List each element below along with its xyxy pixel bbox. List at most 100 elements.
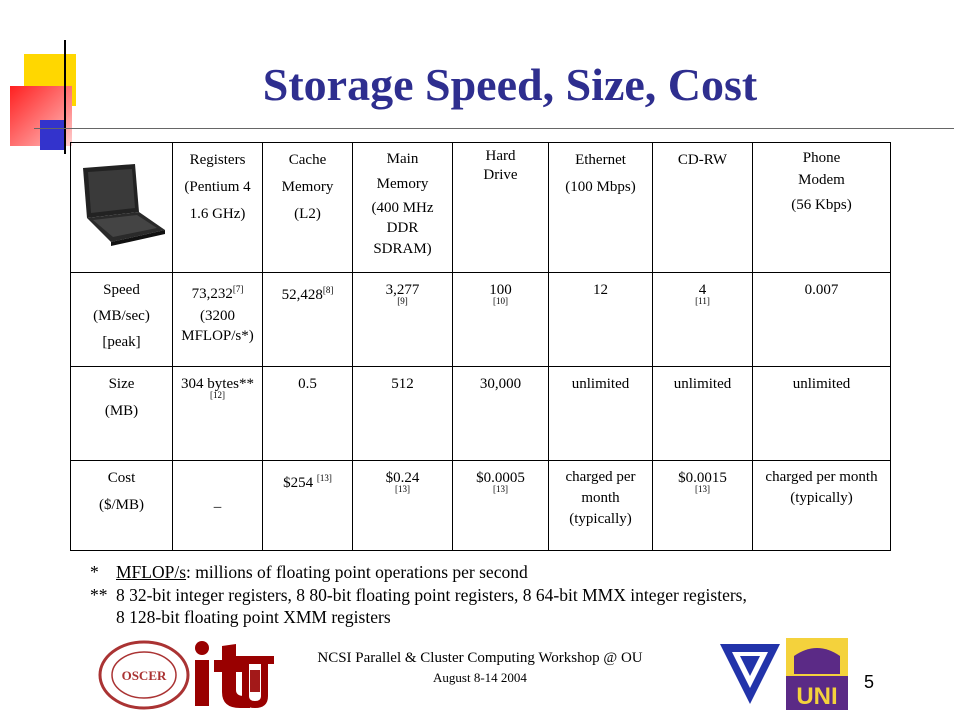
footnote-term: MFLOP/s [116, 562, 187, 582]
size-cache: 0.5 [262, 366, 353, 461]
speed-value: 12 [593, 282, 608, 298]
row-label-text: Speed [103, 282, 140, 298]
footer-workshop-title: NCSI Parallel & Cluster Computing Worksh… [317, 650, 643, 666]
reference-mark: [8] [322, 285, 334, 295]
cost-value: charged per month (typically) [565, 469, 636, 527]
header-text: Hard [485, 148, 516, 164]
footnote-mflops: * MFLOP/s: millions of floating point op… [90, 561, 747, 584]
oscer-logo-text: OSCER [122, 668, 167, 683]
size-ethernet: unlimited [548, 366, 653, 461]
reference-mark: [10] [493, 296, 508, 306]
size-value: 304 bytes** [181, 376, 254, 392]
row-label-speed: Speed (MB/sec) [peak] [70, 272, 173, 367]
speed-phone-modem: 0.007 [752, 272, 891, 367]
deco-vertical-line [64, 40, 66, 154]
speed-ethernet: 12 [548, 272, 653, 367]
reference-mark: [9] [397, 296, 408, 306]
cost-registers: – [172, 460, 263, 551]
cost-value: $0.24 [385, 470, 420, 486]
footnote-text: : millions of floating point operations … [186, 562, 528, 582]
speed-cdrw: 4 [11] [652, 272, 753, 367]
size-hard-drive: 30,000 [452, 366, 549, 461]
size-value: 512 [391, 376, 414, 392]
cost-value: – [213, 499, 222, 515]
size-phone-modem: unlimited [752, 366, 891, 461]
header-text: Memory [376, 176, 429, 192]
footer: NCSI Parallel & Cluster Computing Worksh… [270, 650, 690, 686]
header-text: (Pentium 4 [184, 179, 251, 195]
uni-logo: UNI [786, 638, 848, 710]
reference-mark: [13] [695, 484, 710, 494]
size-value: unlimited [792, 376, 851, 392]
header-text: Drive [483, 167, 518, 183]
footnote-text: 8 128-bit floating point XMM registers [116, 607, 391, 627]
reference-mark: [11] [695, 296, 710, 306]
header-text: (56 Kbps) [791, 197, 852, 213]
triangle-logo [720, 644, 780, 704]
reference-mark: [7] [232, 284, 244, 294]
size-value: 30,000 [479, 376, 522, 392]
header-main-memory: Main Memory (400 MHz DDR SDRAM) [352, 142, 453, 273]
speed-value: 3,277 [385, 282, 420, 298]
speed-value: 100 [489, 282, 512, 298]
header-text: SDRAM) [373, 241, 432, 257]
cost-phone-modem: charged per month (typically) [752, 460, 891, 551]
laptop-icon [82, 163, 165, 246]
deco-blue-square [40, 120, 66, 150]
size-value: unlimited [673, 376, 732, 392]
cost-main-memory: $0.24 [13] [352, 460, 453, 551]
speed-registers: 73,232[7] (3200 MFLOP/s*) [172, 272, 263, 367]
page-number: 5 [864, 672, 875, 692]
cost-value: $0.0005 [476, 470, 525, 486]
size-main-memory: 512 [352, 366, 453, 461]
speed-value: 4 [698, 282, 707, 298]
cost-cache: $254 [13] [262, 460, 353, 551]
table-row-cost: Cost ($/MB) – $254 [13] $0.24 [13] $0.00… [70, 460, 891, 551]
header-text: Main [386, 151, 419, 167]
speed-value: 52,428 [281, 287, 323, 303]
header-hard-drive: Hard Drive [452, 142, 549, 273]
header-text: CD-RW [677, 152, 728, 168]
cost-value: $0.0015 [678, 470, 727, 486]
size-value: unlimited [571, 376, 630, 392]
row-label-text: Cost [107, 470, 136, 486]
table-row-speed: Speed (MB/sec) [peak] 73,232[7] (3200 MF… [70, 272, 891, 367]
uni-logo-text: UNI [796, 683, 837, 710]
speed-value: 0.007 [804, 282, 839, 298]
row-label-cost: Cost ($/MB) [70, 460, 173, 551]
cost-ethernet: charged per month (typically) [548, 460, 653, 551]
row-label-size: Size (MB) [70, 366, 173, 461]
header-text: Memory [281, 179, 334, 195]
size-cdrw: unlimited [652, 366, 753, 461]
speed-cache: 52,428[8] [262, 272, 353, 367]
header-text: DDR [386, 220, 419, 236]
reference-mark: [12] [210, 390, 225, 400]
reference-mark: [13] [493, 484, 508, 494]
storage-comparison-table: Registers (Pentium 4 1.6 GHz) Cache Memo… [70, 142, 891, 551]
header-text: Registers [189, 152, 246, 168]
footnote-registers: ** 8 32-bit integer registers, 8 80-bit … [90, 584, 747, 629]
footnote-mark: ** [90, 584, 108, 605]
header-text: Phone [802, 150, 841, 166]
header-cache: Cache Memory (L2) [262, 142, 353, 273]
header-ethernet: Ethernet (100 Mbps) [548, 142, 653, 273]
speed-main-memory: 3,277 [9] [352, 272, 453, 367]
table-row-size: Size (MB) 304 bytes** [12] 0.5 512 30,00… [70, 366, 891, 461]
size-value: 0.5 [298, 376, 317, 392]
row-label-text: Size [108, 376, 135, 392]
cost-hard-drive: $0.0005 [13] [452, 460, 549, 551]
size-registers: 304 bytes** [12] [172, 366, 263, 461]
header-text: (100 Mbps) [565, 179, 636, 195]
header-registers: Registers (Pentium 4 1.6 GHz) [172, 142, 263, 273]
row-label-text: (MB) [104, 403, 139, 419]
laptop-cell [70, 142, 173, 273]
reference-mark: [13] [395, 484, 410, 494]
header-text: (400 MHz [371, 200, 434, 216]
cost-value: $254 [283, 475, 314, 491]
header-cdrw: CD-RW [652, 142, 753, 273]
speed-note: (3200 MFLOP/s*) [181, 308, 254, 344]
header-phone-modem: Phone Modem (56 Kbps) [752, 142, 891, 273]
row-label-text: (MB/sec) [93, 308, 150, 324]
reference-mark: [13] [316, 473, 332, 483]
deco-horizontal-line [34, 128, 954, 129]
